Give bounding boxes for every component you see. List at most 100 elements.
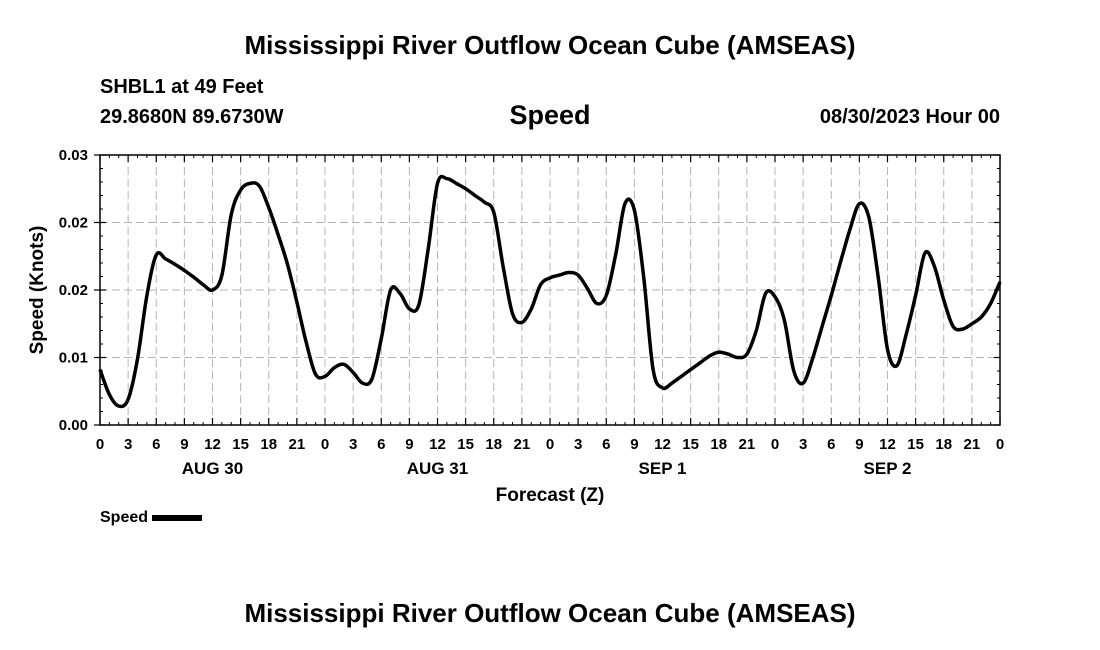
data-point <box>989 302 992 305</box>
axis-labels: 0 3 6 9 12 15 18 21 0 3 6 9 12 15 18 21 0 3 6 9 12 15 18 21 0 3 6 9… <box>59 147 1004 478</box>
x-tick-label: 18 <box>260 436 277 453</box>
data-point <box>567 271 570 274</box>
y-axis-label: Speed (Knots) <box>27 226 48 355</box>
data-point <box>530 308 533 310</box>
data-point <box>483 201 486 204</box>
data-point <box>877 275 879 278</box>
data-point <box>352 371 354 374</box>
data-point <box>849 228 851 231</box>
x-axis-label: Forecast (Z) <box>496 485 605 506</box>
x-tick-label: 18 <box>485 436 502 453</box>
coordinates-label: 29.8680N 89.6730W <box>100 106 284 128</box>
data-point <box>980 316 983 318</box>
data-point <box>258 185 261 187</box>
data-point <box>333 366 336 369</box>
data-point <box>492 211 495 214</box>
data-point <box>774 295 776 298</box>
chart-subtitle: Speed <box>509 100 591 130</box>
data-point <box>511 312 514 315</box>
series-layer <box>98 174 1002 409</box>
data-point <box>830 294 833 297</box>
data-point <box>746 353 748 355</box>
data-point <box>249 182 251 185</box>
data-point <box>342 363 345 366</box>
data-point <box>277 233 279 236</box>
data-point <box>605 294 608 297</box>
legend: Speed <box>100 509 203 527</box>
data-point <box>380 337 383 340</box>
data-point <box>689 368 692 371</box>
data-point <box>296 301 298 303</box>
data-point <box>399 292 401 295</box>
data-point <box>867 216 870 218</box>
data-point <box>502 265 504 268</box>
y-tick-label: 0.03 <box>59 147 88 164</box>
y-tick-label: 0.00 <box>59 417 88 434</box>
x-tick-label: 18 <box>935 436 952 453</box>
data-point <box>117 405 120 407</box>
data-point <box>914 294 917 297</box>
data-point <box>577 274 579 276</box>
data-point <box>146 294 148 297</box>
data-point <box>539 283 542 286</box>
x-tick-label: 0 <box>321 436 329 453</box>
data-point <box>905 333 908 335</box>
data-point <box>192 276 195 278</box>
day-label: AUG 31 <box>407 459 468 478</box>
x-tick-label: 21 <box>289 436 306 453</box>
data-point <box>99 368 101 371</box>
x-tick-label: 6 <box>602 436 610 453</box>
data-point <box>164 258 167 260</box>
x-tick-label: 9 <box>855 436 863 453</box>
data-point <box>999 281 1001 283</box>
data-point <box>811 358 814 360</box>
data-point <box>239 189 242 191</box>
day-label: SEP 2 <box>864 459 912 478</box>
x-tick-label: 12 <box>654 436 671 453</box>
data-point <box>708 355 711 357</box>
data-point <box>736 356 739 359</box>
x-tick-label: 9 <box>630 436 638 453</box>
data-point <box>408 308 411 310</box>
data-point <box>549 277 551 279</box>
data-point <box>699 362 701 364</box>
x-tick-label: 9 <box>405 436 413 453</box>
data-point <box>886 348 889 351</box>
station-label: SHBL1 at 49 Feet <box>100 76 264 98</box>
data-point <box>802 382 804 384</box>
data-point <box>267 206 270 209</box>
data-point <box>614 254 617 256</box>
data-point <box>971 322 973 325</box>
x-tick-label: 0 <box>771 436 779 453</box>
data-point <box>361 382 364 384</box>
data-point <box>464 187 467 190</box>
x-tick-label: 12 <box>429 436 446 453</box>
x-tick-label: 21 <box>964 436 981 453</box>
data-point <box>661 387 664 389</box>
data-point <box>952 325 954 328</box>
data-point <box>680 375 683 378</box>
x-tick-label: 0 <box>96 436 104 453</box>
day-label: AUG 30 <box>182 459 243 478</box>
data-point <box>783 319 786 322</box>
data-point <box>371 378 373 380</box>
x-tick-label: 0 <box>546 436 554 453</box>
data-point <box>839 260 842 263</box>
day-label: SEP 1 <box>639 459 687 478</box>
y-tick-label: 0.01 <box>59 350 88 367</box>
data-point <box>961 328 964 330</box>
data-point <box>671 382 673 384</box>
data-point <box>436 182 439 185</box>
data-point <box>624 202 626 205</box>
data-point <box>314 373 317 376</box>
data-point <box>202 283 204 286</box>
data-point <box>521 321 523 324</box>
data-point <box>221 274 223 276</box>
x-tick-label: 9 <box>180 436 188 453</box>
x-tick-label: 3 <box>124 436 132 453</box>
x-tick-label: 15 <box>907 436 924 453</box>
data-point <box>942 299 945 301</box>
data-point <box>558 274 561 276</box>
data-point <box>858 202 861 205</box>
